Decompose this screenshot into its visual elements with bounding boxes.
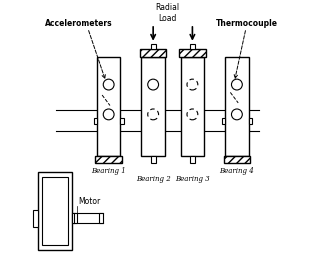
Text: Radial
Load: Radial Load [156, 3, 180, 23]
Text: Bearing 4: Bearing 4 [220, 168, 254, 175]
Text: Accelerometers: Accelerometers [45, 19, 112, 28]
Bar [190, 44, 195, 50]
Bar [42, 177, 68, 245]
Bar [94, 118, 97, 124]
Text: Motor: Motor [78, 197, 100, 206]
Circle shape [232, 109, 242, 120]
Circle shape [187, 109, 198, 120]
Circle shape [103, 109, 114, 120]
Bar [151, 156, 156, 163]
Bar [72, 213, 77, 223]
Circle shape [148, 79, 158, 90]
Bar [190, 156, 195, 163]
Bar [181, 57, 204, 156]
Bar [33, 209, 38, 227]
Bar [249, 118, 252, 124]
Bar [222, 118, 225, 124]
Circle shape [103, 79, 114, 90]
Bar [151, 44, 156, 50]
Bar [95, 156, 122, 163]
Text: Bearing 3: Bearing 3 [175, 175, 210, 183]
Bar [179, 50, 206, 57]
Bar [140, 50, 166, 57]
Circle shape [148, 109, 158, 120]
Bar [120, 118, 124, 124]
Bar [223, 156, 250, 163]
Circle shape [187, 79, 198, 90]
Bar [141, 57, 165, 156]
Text: Bearing 2: Bearing 2 [136, 175, 171, 183]
Circle shape [232, 79, 242, 90]
Bar [99, 213, 103, 223]
Text: Thermocouple: Thermocouple [216, 19, 278, 28]
Text: Bearing 1: Bearing 1 [91, 168, 126, 175]
Bar [97, 57, 120, 156]
Bar [225, 57, 249, 156]
Bar [38, 172, 72, 250]
